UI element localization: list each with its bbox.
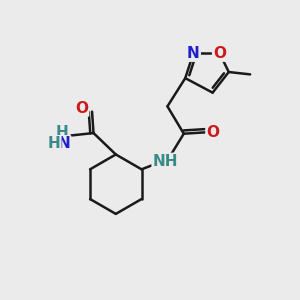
Text: H: H (55, 125, 68, 140)
Text: N: N (187, 46, 200, 61)
Text: NH: NH (153, 154, 178, 169)
Text: O: O (206, 125, 219, 140)
Text: O: O (75, 100, 88, 116)
Text: H: H (48, 136, 60, 151)
Text: N: N (57, 136, 70, 151)
Text: O: O (213, 46, 226, 61)
